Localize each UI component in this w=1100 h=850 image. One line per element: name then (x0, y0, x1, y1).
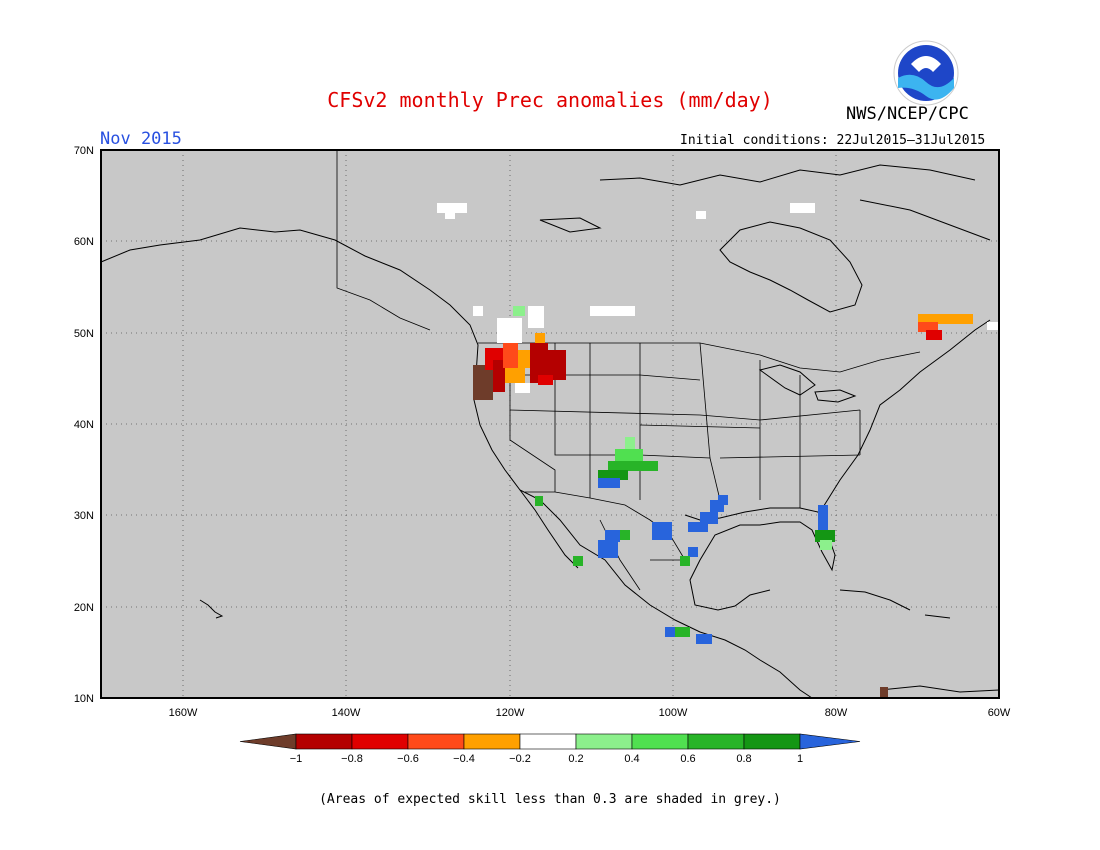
lon-label: 140W (332, 707, 361, 719)
lat-label: 20N (74, 602, 94, 614)
legend-tick-label: −0.8 (341, 753, 363, 765)
legend-swatch (631, 733, 689, 750)
legend-tick-label: 0.6 (680, 753, 695, 765)
legend-tick-label: 0.4 (624, 753, 639, 765)
legend-arrow-low (239, 733, 297, 750)
forecast-month: Nov 2015 (100, 129, 182, 149)
lat-label: 60N (74, 236, 94, 248)
legend-tick-label: −1 (290, 753, 303, 765)
legend-swatch (407, 733, 465, 750)
lon-label: 120W (496, 707, 525, 719)
lat-label: 40N (74, 419, 94, 431)
noaa-logo-icon (893, 40, 959, 106)
initial-conditions: Initial conditions: 22Jul2015–31Jul2015 (680, 133, 986, 148)
anomaly-cells (437, 203, 999, 697)
lat-label: 10N (74, 693, 94, 705)
latitude-labels: 70N 60N 50N 40N 30N 20N 10N (74, 145, 94, 705)
lon-label: 160W (169, 707, 198, 719)
political-borders (336, 150, 921, 591)
legend-swatch (463, 733, 521, 750)
legend-swatch (295, 733, 353, 750)
legend-tick-label: 1 (797, 753, 803, 765)
footnote: (Areas of expected skill less than 0.3 a… (319, 792, 781, 807)
legend-swatch (351, 733, 409, 750)
legend-tick-label: 0.2 (568, 753, 583, 765)
legend-arrow-high (799, 733, 861, 750)
coastlines (100, 164, 1000, 699)
color-legend: −1 −0.8 −0.6 −0.4 −0.2 0.2 0.4 0.6 0.8 1 (239, 733, 861, 765)
legend-tick-label: −0.4 (453, 753, 475, 765)
map-background (101, 150, 999, 698)
lon-label: 100W (659, 707, 688, 719)
legend-swatch (687, 733, 745, 750)
legend-swatch (575, 733, 633, 750)
lon-label: 80W (825, 707, 848, 719)
legend-tick-label: −0.6 (397, 753, 419, 765)
legend-tick-label: −0.2 (509, 753, 531, 765)
chart-title: CFSv2 monthly Prec anomalies (mm/day) (327, 88, 773, 112)
lat-label: 50N (74, 328, 94, 340)
legend-tick-label: 0.8 (736, 753, 751, 765)
lat-label: 30N (74, 510, 94, 522)
legend-swatch (743, 733, 801, 750)
organization-label: NWS/NCEP/CPC (846, 104, 969, 124)
lat-label: 70N (74, 145, 94, 157)
map-frame (100, 149, 1000, 699)
longitude-labels: 160W 140W 120W 100W 80W 60W (169, 707, 1011, 719)
legend-swatch (519, 733, 577, 750)
lon-label: 60W (988, 707, 1011, 719)
